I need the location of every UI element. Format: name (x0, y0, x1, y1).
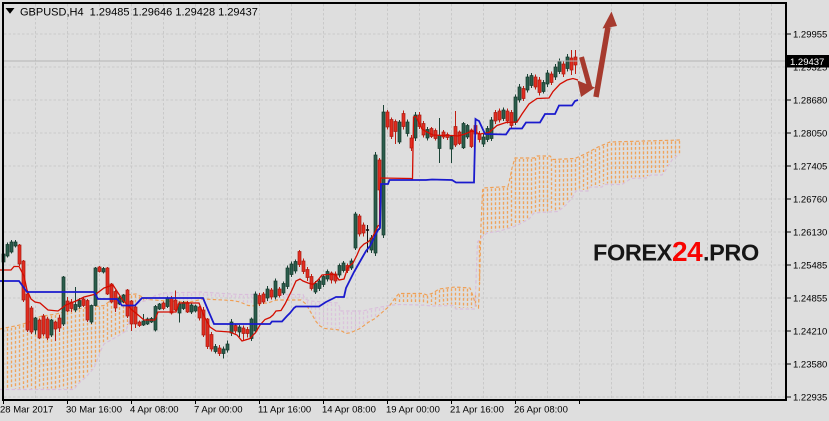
svg-text:1.26760: 1.26760 (793, 195, 827, 206)
svg-text:1.24210: 1.24210 (793, 327, 827, 338)
svg-text:21 Apr 16:00: 21 Apr 16:00 (450, 405, 504, 416)
svg-text:1.25485: 1.25485 (793, 261, 827, 272)
svg-text:11 Apr 16:00: 11 Apr 16:00 (258, 405, 311, 416)
svg-text:1.28680: 1.28680 (793, 96, 827, 107)
svg-text:1.29955: 1.29955 (793, 30, 827, 41)
svg-text:1.29437: 1.29437 (790, 57, 824, 68)
svg-text:1.23580: 1.23580 (793, 360, 827, 371)
svg-text:14 Apr 08:00: 14 Apr 08:00 (322, 405, 376, 416)
svg-text:1.22935: 1.22935 (793, 393, 827, 404)
svg-text:26 Apr 08:00: 26 Apr 08:00 (514, 405, 568, 416)
svg-text:19 Apr 00:00: 19 Apr 00:00 (386, 405, 440, 416)
svg-text:1.24855: 1.24855 (793, 294, 827, 305)
svg-text:GBPUSD,H4 1.29485 1.29646 1.2: GBPUSD,H4 1.29485 1.29646 1.29428 1.2943… (20, 7, 258, 19)
svg-text:7 Apr 00:00: 7 Apr 00:00 (194, 405, 243, 416)
svg-text:24: 24 (672, 236, 703, 267)
svg-text:28 Mar 2017: 28 Mar 2017 (0, 405, 53, 416)
svg-text:1.28050: 1.28050 (793, 129, 827, 140)
svg-text:FOREX: FOREX (593, 240, 673, 266)
svg-text:1.29325: 1.29325 (793, 63, 827, 74)
svg-text:30 Mar 16:00: 30 Mar 16:00 (66, 405, 122, 416)
svg-text:.PRO: .PRO (703, 240, 759, 266)
svg-text:1.26130: 1.26130 (793, 228, 827, 239)
svg-text:1.27405: 1.27405 (793, 162, 827, 173)
svg-text:4 Apr 08:00: 4 Apr 08:00 (130, 405, 179, 416)
